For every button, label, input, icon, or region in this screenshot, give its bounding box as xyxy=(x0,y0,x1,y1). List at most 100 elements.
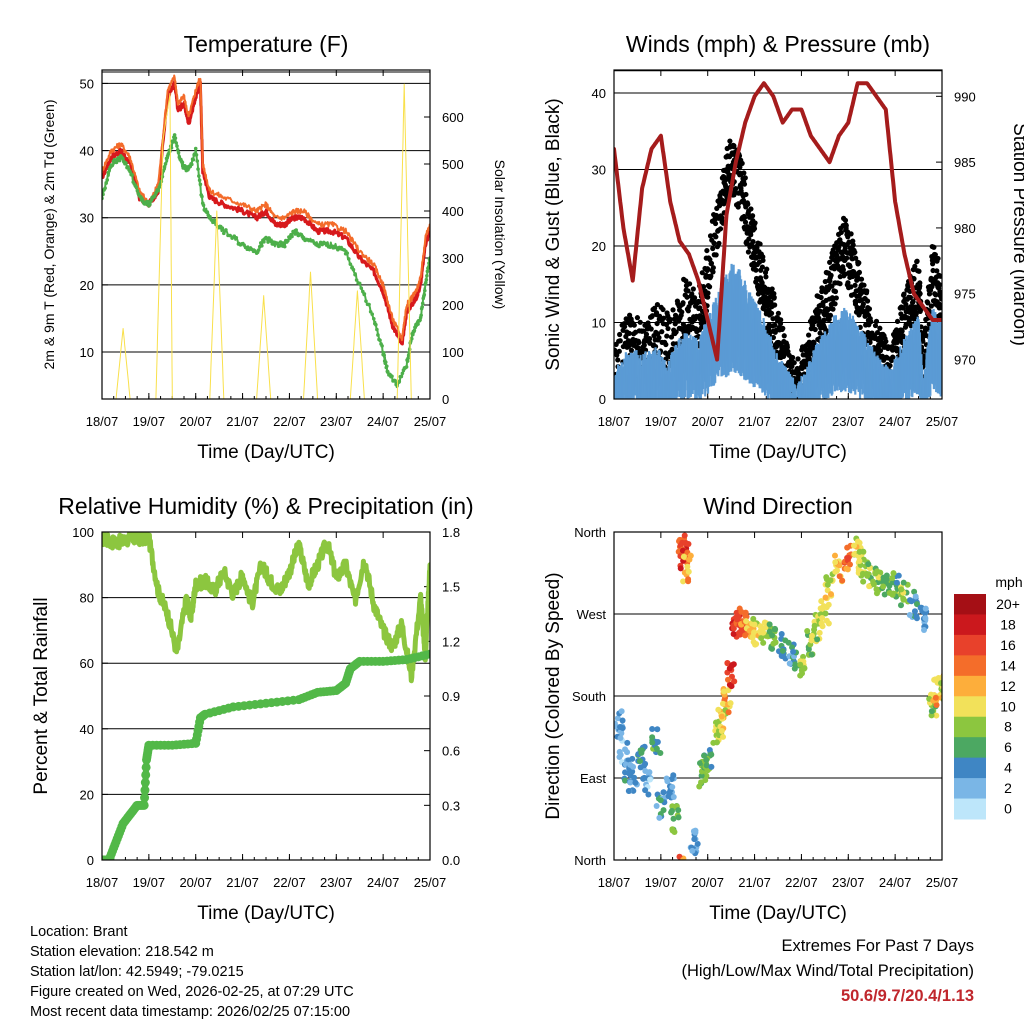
dewpoint-point xyxy=(290,234,294,239)
dewpoint-point xyxy=(228,233,232,238)
direction-point xyxy=(890,570,897,577)
x-axis-label: Time (Day/UTC) xyxy=(709,442,847,463)
direction-point xyxy=(751,621,758,628)
dewpoint-point xyxy=(175,148,180,152)
extremes-title: Extremes For Past 7 Days xyxy=(781,937,974,955)
direction-point xyxy=(632,779,639,786)
gust-point xyxy=(733,186,739,192)
gust-point xyxy=(894,339,900,346)
direction-point xyxy=(698,772,705,779)
gust-point xyxy=(680,300,686,306)
dewpoint-point xyxy=(397,379,402,384)
gust-point xyxy=(643,331,650,337)
x-tick-label: 19/07 xyxy=(645,875,678,890)
direction-point xyxy=(847,561,854,568)
y2-tick-label: 975 xyxy=(954,287,976,302)
x-tick-label: 18/07 xyxy=(598,875,631,890)
gust-point xyxy=(866,306,873,312)
dewpoint-point xyxy=(212,218,217,222)
plot-area xyxy=(614,81,942,399)
x-tick-label: 18/07 xyxy=(86,414,119,429)
direction-point xyxy=(729,662,736,669)
colorbar-label: 0 xyxy=(1004,801,1012,817)
gust-point xyxy=(706,284,713,290)
gust-point xyxy=(753,267,759,273)
x-tick-label: 22/07 xyxy=(273,414,306,429)
x-tick-label: 25/07 xyxy=(926,414,959,429)
direction-point xyxy=(772,639,779,646)
gust-point xyxy=(641,342,647,348)
x-tick-label: 23/07 xyxy=(320,414,353,429)
gust-point xyxy=(636,340,642,346)
colorbar-swatch xyxy=(954,655,986,677)
gust-point xyxy=(704,266,711,272)
gust-point xyxy=(683,278,689,284)
dewpoint-point xyxy=(174,141,178,145)
x-tick-label: 21/07 xyxy=(738,414,771,429)
gust-point xyxy=(670,307,676,313)
direction-point xyxy=(680,553,687,560)
gust-point xyxy=(937,282,942,288)
gust-point xyxy=(933,292,939,298)
direction-point xyxy=(860,578,867,585)
y2-tick-label: 990 xyxy=(954,89,976,104)
direction-point xyxy=(718,713,725,720)
gust-point xyxy=(647,336,653,342)
gust-point xyxy=(852,249,858,255)
colorbar-label: 18 xyxy=(1000,616,1016,632)
direction-point xyxy=(703,772,710,779)
gust-point xyxy=(690,286,696,292)
gust-point xyxy=(937,273,942,279)
direction-point xyxy=(686,556,693,563)
y2-tick-label: 600 xyxy=(442,110,464,125)
gust-point xyxy=(685,308,691,314)
gust-point xyxy=(741,170,747,176)
direction-point xyxy=(825,620,832,627)
x-tick-label: 23/07 xyxy=(832,414,865,429)
dewpoint-point xyxy=(374,322,378,327)
direction-point xyxy=(649,734,656,741)
colorbar-swatch xyxy=(954,798,986,820)
gust-point xyxy=(844,255,850,261)
precip-point xyxy=(425,649,430,659)
gust-point xyxy=(631,322,637,328)
dewpoint-point xyxy=(281,241,286,245)
dewpoint-point xyxy=(172,133,177,137)
precip-point xyxy=(139,800,149,810)
plot-area xyxy=(102,532,430,860)
direction-point xyxy=(831,552,838,559)
gust-point xyxy=(745,201,751,207)
direction-point xyxy=(839,577,846,584)
gust-point xyxy=(914,258,920,264)
dewpoint-point xyxy=(345,251,350,255)
dewpoint-point xyxy=(256,248,261,252)
y-tick-label: 100 xyxy=(72,525,94,540)
gust-point xyxy=(745,249,752,255)
gust-point xyxy=(832,288,839,295)
gust-point xyxy=(899,328,905,334)
gust-point xyxy=(663,341,669,348)
gust-point xyxy=(830,306,836,312)
direction-point xyxy=(804,628,811,635)
dewpoint-point xyxy=(222,231,226,236)
precip-point xyxy=(140,785,150,795)
gust-point xyxy=(920,338,926,344)
direction-point xyxy=(893,579,900,586)
gust-point xyxy=(917,280,923,286)
precip-point xyxy=(140,778,150,788)
y-tick-label: South xyxy=(572,689,606,704)
x-tick-label: 22/07 xyxy=(273,875,306,890)
gust-point xyxy=(731,143,737,149)
gust-point xyxy=(810,322,816,329)
gust-point xyxy=(669,346,675,352)
direction-point xyxy=(808,637,815,644)
gust-point xyxy=(697,305,703,311)
direction-point xyxy=(898,586,905,593)
direction-point xyxy=(760,639,767,646)
direction-point xyxy=(728,683,735,690)
gust-point xyxy=(780,325,786,331)
dewpoint-point xyxy=(191,157,196,162)
gust-point xyxy=(864,288,870,294)
direction-point xyxy=(684,563,691,570)
